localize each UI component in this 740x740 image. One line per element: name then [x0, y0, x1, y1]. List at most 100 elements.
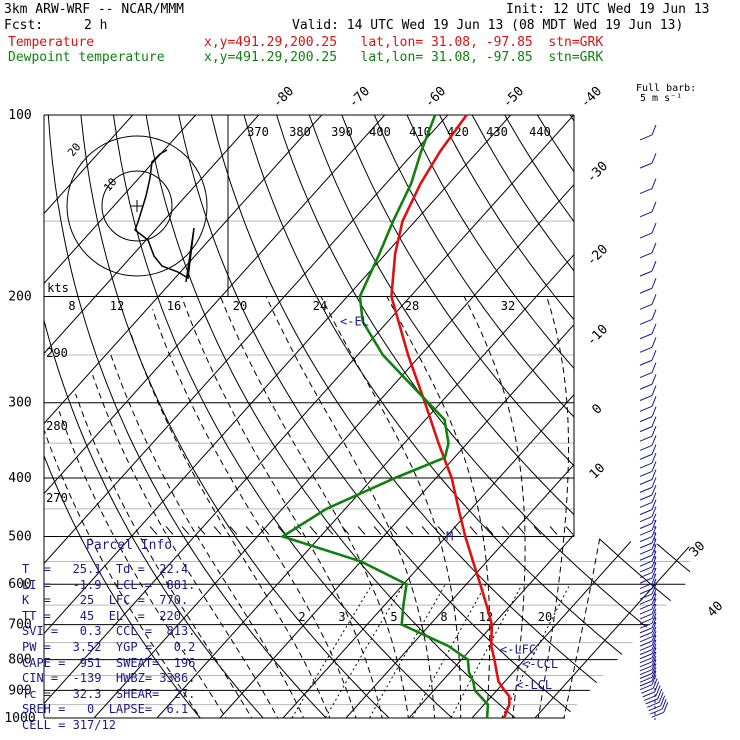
- dewpoint-legend: Dewpoint temperature: [8, 50, 165, 65]
- theta-label: 270: [46, 491, 68, 505]
- wind-barb: [639, 661, 653, 668]
- parcel-row: LI = -1.9 LCL = 881.: [22, 577, 196, 592]
- wind-barb-flag: [651, 469, 657, 480]
- theta-label: 280: [46, 419, 68, 433]
- isotherm-line: [93, 115, 638, 718]
- wind-barb: [639, 560, 653, 567]
- wind-barb: [639, 603, 653, 610]
- wind-barb-flag: [651, 201, 657, 212]
- tick-mark: [389, 526, 398, 535]
- wind-barb-flag: [651, 506, 657, 517]
- moist-adiabat-line: [110, 354, 310, 718]
- wind-barb-flag: [651, 337, 657, 348]
- wind-barb: [644, 694, 657, 701]
- wind-barb: [639, 627, 653, 634]
- tick-mark: [517, 526, 526, 535]
- mixing-ratio-line: [283, 583, 373, 718]
- hodograph-axis-label: 16: [167, 299, 181, 313]
- mixing-ratio-label: 3: [338, 610, 345, 624]
- dry-adiabat-line: [602, 115, 690, 718]
- wind-barb-flag: [651, 350, 657, 361]
- tick-mark: [197, 526, 206, 535]
- theta-label: 410: [409, 125, 431, 139]
- valid-time: Valid: 14 UTC Wed 19 Jun 13 (08 MDT Wed …: [292, 18, 684, 33]
- dry-adiabat-line: [373, 115, 690, 718]
- theta-label: 400: [369, 125, 391, 139]
- parcel-info-panel: Parcel Info T = 25.1 Td = 22.4 LI = -1.9…: [2, 538, 234, 736]
- wind-barb-flag: [651, 385, 657, 396]
- wind-barb: [639, 318, 653, 325]
- pressure-label: 100: [8, 108, 31, 123]
- moist-adiabat-line: [92, 374, 285, 718]
- isotherm-label: -10: [584, 322, 611, 349]
- temperature-line: [390, 114, 511, 719]
- wind-barb: [639, 346, 653, 353]
- mixing-ratio-label: 5: [390, 610, 397, 624]
- wind-barb-flag: [651, 492, 657, 503]
- wind-barb: [639, 588, 653, 595]
- wind-barb-flag: [651, 452, 657, 464]
- tick-mark: [453, 526, 462, 535]
- wind-barb-flag: [651, 593, 657, 605]
- wind-barb: [639, 372, 653, 378]
- wind-barb: [639, 649, 653, 656]
- wind-barb: [639, 303, 653, 310]
- dry-adiabat-line: [276, 115, 690, 718]
- wind-barb: [639, 653, 653, 660]
- tick-mark: [309, 526, 318, 535]
- pressure-label: 1000: [4, 711, 35, 726]
- wind-barb-flag: [655, 685, 661, 696]
- wind-barb: [639, 426, 653, 433]
- mixing-ratio-label: 20: [538, 610, 552, 624]
- wind-barb: [642, 691, 655, 698]
- wind-barb: [639, 395, 653, 401]
- wind-barb-flag: [660, 695, 666, 706]
- wind-barb-flag: [651, 477, 657, 488]
- wind-barb-flag: [661, 698, 667, 710]
- wind-barb: [645, 698, 658, 705]
- wind-barb-flag: [651, 152, 657, 164]
- wind-barb: [639, 684, 653, 691]
- wind-barb-flag: [651, 513, 657, 524]
- model-title: 3km ARW-WRF -- NCAR/MMM: [4, 2, 185, 17]
- wind-barb-flag: [651, 613, 657, 624]
- mixing-ratio-line: [404, 583, 487, 718]
- isotherm-line: [44, 115, 449, 718]
- wind-barb-flag: [651, 588, 657, 600]
- wind-barb: [641, 687, 654, 694]
- temperature-location: x,y=491.29,200.25 lat,lon= 31.08, -97.85…: [204, 35, 604, 50]
- tick-mark: [261, 526, 270, 535]
- level-marker-label: <-EL: [340, 314, 369, 328]
- isotherm-label: -40: [578, 84, 605, 111]
- dry-adiabat-line: [47, 115, 339, 718]
- dry-adiabat-line: [44, 115, 276, 718]
- tick-mark: [149, 526, 158, 535]
- level-marker-label: M: [446, 529, 453, 543]
- wind-barb-flag: [651, 260, 657, 272]
- tick-mark: [421, 526, 430, 535]
- wind-barb: [639, 383, 653, 390]
- moist-adiabat-line: [386, 296, 491, 718]
- wind-barb-flag: [651, 659, 657, 670]
- wind-barb: [650, 708, 663, 715]
- hodograph: 10 20 kts 8 12 16 20 24 28 32: [47, 115, 515, 313]
- isotherm-line: [282, 115, 690, 718]
- isotherm-line: [44, 115, 323, 718]
- parcel-row: CIN = -139 HWBZ= 3386.: [22, 671, 196, 686]
- hodograph-axis-label: 28: [405, 299, 419, 313]
- pressure-label: 400: [8, 471, 31, 486]
- wind-barb: [639, 613, 653, 620]
- isotherm-line: [219, 115, 690, 718]
- wind-barb: [639, 287, 653, 294]
- wind-barb: [639, 501, 653, 508]
- hodograph-axis-label: 24: [313, 299, 327, 313]
- wind-barb: [639, 593, 653, 600]
- pressure-label: 600: [8, 577, 31, 592]
- isotherm-line: [471, 115, 690, 718]
- moist-adiabat-line: [181, 296, 386, 718]
- wind-barb: [639, 554, 653, 561]
- wind-barb-flag: [651, 635, 657, 646]
- dry-adiabat-line: [44, 115, 212, 718]
- moist-adiabat-line: [219, 296, 411, 718]
- wind-barb-flag: [651, 124, 657, 136]
